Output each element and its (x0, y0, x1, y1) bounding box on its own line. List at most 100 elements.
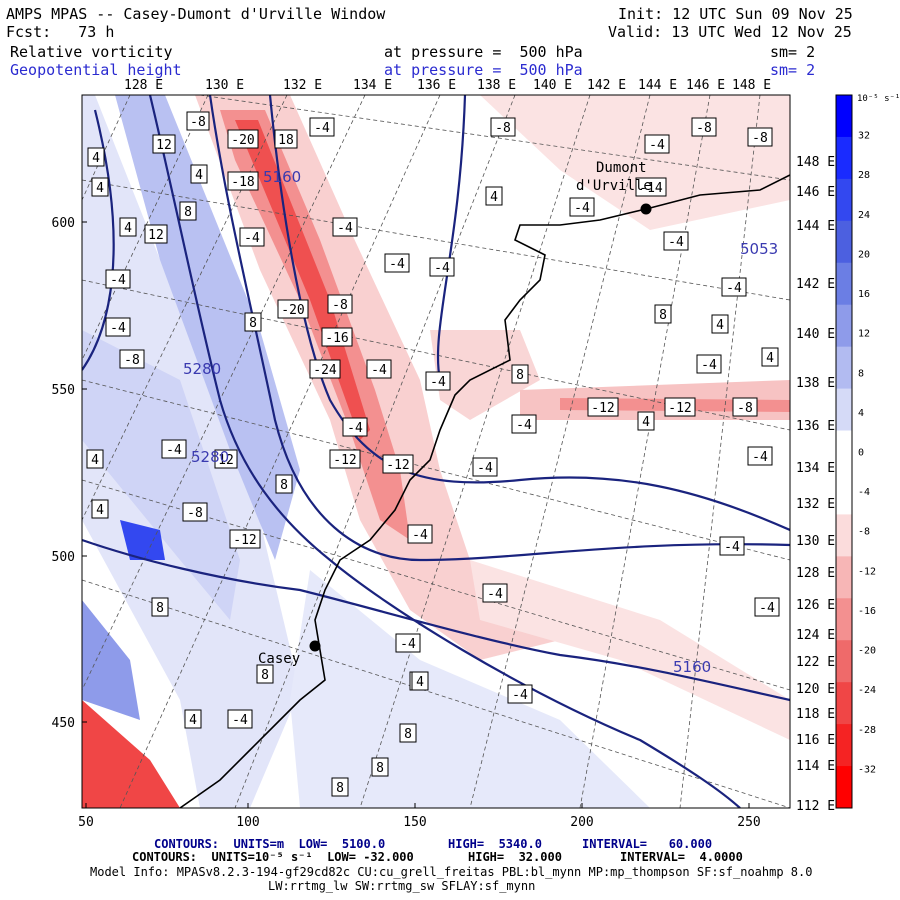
svg-text:-20: -20 (231, 133, 254, 148)
svg-text:8: 8 (336, 781, 344, 796)
vort-label: -14 (635, 177, 667, 197)
svg-text:4: 4 (92, 151, 100, 166)
svg-text:-4: -4 (724, 540, 740, 555)
colorbar-label: -16 (858, 606, 876, 617)
vort-label: -4 (105, 317, 131, 337)
svg-text:-4: -4 (516, 418, 532, 433)
height-label: 5160 (673, 658, 711, 676)
svg-text:-4: -4 (701, 358, 717, 373)
svg-text:-8: -8 (752, 131, 768, 146)
vort-label: -4 (429, 257, 455, 277)
colorbar-swatch (836, 136, 852, 180)
colorbar-label: 8 (858, 368, 864, 379)
svg-text:-4: -4 (110, 273, 126, 288)
vort-label: -4 (425, 371, 451, 391)
vort-label: 8 (511, 364, 529, 384)
svg-text:-4: -4 (347, 421, 363, 436)
vort-label: 8 (179, 201, 197, 221)
negative-vorticity-southeast (470, 560, 790, 740)
svg-text:8: 8 (404, 727, 412, 742)
footer-vorticity-interval: INTERVAL= 4.0000 (620, 850, 743, 864)
svg-text:12: 12 (156, 138, 172, 153)
vort-label: -8 (732, 397, 758, 417)
svg-text:-4: -4 (434, 261, 450, 276)
colorbar-swatch (836, 262, 852, 306)
x-tick-label: 50 (78, 815, 94, 830)
svg-text:-24: -24 (313, 363, 337, 378)
colorbar-label: 24 (858, 210, 870, 221)
vort-label: 4 (411, 671, 429, 691)
svg-text:-4: -4 (110, 321, 126, 336)
vort-label: -24 (309, 359, 341, 379)
vort-label: -12 (664, 397, 696, 417)
vort-label: 8 (331, 777, 349, 797)
svg-text:-4: -4 (649, 138, 665, 153)
vort-label: -8 (747, 127, 773, 147)
vort-label: -20 (227, 129, 259, 149)
vort-label: -4 (239, 227, 265, 247)
vort-label: 12 (214, 449, 238, 469)
svg-text:4: 4 (766, 351, 774, 366)
colorbar-label: 0 (858, 448, 864, 459)
height-label: 5053 (740, 240, 778, 258)
height-labels: 5160 5280 5280 5160 5053 (183, 168, 778, 676)
init-time: Init: 12 UTC Sun 09 Nov 25 (618, 5, 853, 23)
svg-text:4: 4 (195, 168, 203, 183)
lon-label: 138 E (477, 78, 516, 93)
vort-label: 8 (151, 597, 169, 617)
lon-label: 146 E (686, 78, 725, 93)
lon-label: 146 E (796, 185, 835, 200)
x-tick-label: 150 (403, 815, 426, 830)
vort-label: 8 (256, 664, 274, 684)
svg-text:4: 4 (490, 190, 498, 205)
svg-text:-20: -20 (281, 303, 304, 318)
vort-label: -4 (663, 231, 689, 251)
vort-label: -12 (382, 454, 414, 474)
colorbar-label: 16 (858, 289, 870, 300)
vort-label: -4 (395, 633, 421, 653)
lon-label: 112 E (796, 799, 835, 814)
lon-label: 148 E (796, 155, 835, 170)
map-plot-area: -8 -20 18 -4 4 12 4 -18 8 4 12 -4 -4 -8 … (82, 95, 790, 808)
vort-label: 4 (86, 449, 104, 469)
colorbar-swatch (836, 556, 852, 599)
colorbar-swatch (836, 220, 852, 264)
svg-text:8: 8 (249, 316, 257, 331)
svg-text:4: 4 (642, 415, 650, 430)
svg-text:-4: -4 (371, 363, 387, 378)
vort-label: -4 (747, 446, 773, 466)
colorbar: 10⁻⁵ s⁻¹ 32 28 24 20 16 12 8 4 0 -4 -8 -12 -16 -20 -24… (835, 94, 900, 809)
vort-label: 12 (144, 224, 168, 244)
svg-text:-12: -12 (233, 533, 256, 548)
svg-text:-4: -4 (389, 257, 405, 272)
vort-label: -4 (407, 524, 433, 544)
svg-text:4: 4 (124, 221, 132, 236)
strong-positive-vorticity (120, 520, 165, 560)
vort-label: -12 (587, 397, 619, 417)
field1-name: Relative vorticity (10, 43, 173, 61)
vort-label: -4 (482, 583, 508, 603)
colorbar-label: -20 (858, 646, 876, 657)
svg-text:-4: -4 (232, 713, 248, 728)
footer-height-high: HIGH= 5340.0 (448, 837, 542, 851)
lon-label: 128 E (796, 566, 835, 581)
colorbar-swatch (836, 598, 852, 641)
height-contour-5280 (208, 95, 790, 562)
lon-label: 142 E (796, 277, 835, 292)
y-tick-label: 550 (52, 383, 75, 398)
field1-smoothing: sm= 2 (770, 43, 816, 61)
field2-smoothing: sm= 2 (770, 61, 816, 79)
svg-text:8: 8 (261, 668, 269, 683)
height-contour-5100 (436, 95, 467, 381)
lon-label: 140 E (796, 327, 835, 342)
svg-text:12: 12 (218, 453, 234, 468)
colorbar-labels: 32 28 24 20 16 12 8 4 0 -4 -8 -12 -16 -20 -24 -28 -32 (858, 131, 876, 776)
station-dot (640, 203, 652, 215)
right-longitude-labels: 148 E 146 E 144 E 142 E 140 E 138 E 136 … (796, 155, 835, 814)
svg-text:-8: -8 (332, 298, 348, 313)
vort-label: 4 (87, 147, 105, 167)
vort-label: -4 (366, 359, 392, 379)
vort-label: -8 (691, 117, 717, 137)
height-contour-5220 (148, 95, 741, 808)
